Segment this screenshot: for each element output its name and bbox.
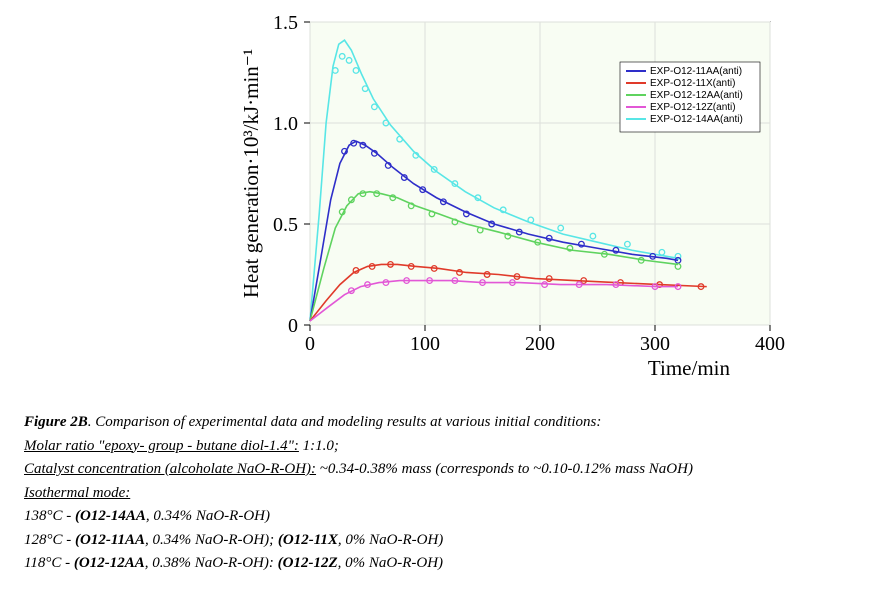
svg-text:1.0: 1.0: [273, 113, 298, 135]
svg-text:1.5: 1.5: [273, 12, 298, 34]
svg-text:400: 400: [755, 333, 785, 355]
svg-text:0: 0: [288, 315, 298, 337]
figure-label: Figure 2B: [24, 414, 88, 430]
figure-title: . Comparison of experimental data and mo…: [88, 414, 602, 430]
svg-text:EXP-O12-11AA(anti): EXP-O12-11AA(anti): [650, 66, 742, 77]
svg-text:EXP-O12-12AA(anti): EXP-O12-12AA(anti): [650, 90, 743, 101]
figure-caption: Figure 2B. Comparison of experimental da…: [24, 410, 874, 576]
svg-text:200: 200: [525, 333, 555, 355]
caption-line: 128°C - (O12-11AA, 0.34% NaO-R-OH); (O12…: [24, 529, 874, 552]
svg-text:0: 0: [305, 333, 315, 355]
caption-line: Molar ratio "epoxy- group - butane diol-…: [24, 435, 874, 458]
svg-text:EXP-O12-14AA(anti): EXP-O12-14AA(anti): [650, 114, 743, 125]
caption-line: 118°C - (O12-12AA, 0.38% NaO-R-OH): (O12…: [24, 552, 874, 575]
caption-body: Molar ratio "epoxy- group - butane diol-…: [24, 435, 874, 575]
chart-svg: 0 100 200 300 400 0 0.5 1.0 1.5 Heat generation·1…: [230, 0, 790, 380]
svg-text:Time/min: Time/min: [648, 356, 731, 380]
svg-text:0.5: 0.5: [273, 214, 298, 236]
caption-line: 138°C - (O12-14AA, 0.34% NaO-R-OH): [24, 505, 874, 528]
caption-line: Isothermal mode:: [24, 482, 874, 505]
svg-text:300: 300: [640, 333, 670, 355]
svg-text:EXP-O12-11X(anti): EXP-O12-11X(anti): [650, 78, 735, 89]
heat-generation-chart: 0 100 200 300 400 0 0.5 1.0 1.5 Heat generation·1…: [230, 0, 790, 380]
svg-text:Heat generation·10³/kJ·min⁻¹: Heat generation·10³/kJ·min⁻¹: [239, 49, 263, 298]
caption-title-line: Figure 2B. Comparison of experimental da…: [24, 411, 874, 434]
svg-text:EXP-O12-12Z(anti): EXP-O12-12Z(anti): [650, 102, 736, 113]
svg-text:100: 100: [410, 333, 440, 355]
caption-line: Catalyst concentration (alcoholate NaO-R…: [24, 458, 874, 481]
